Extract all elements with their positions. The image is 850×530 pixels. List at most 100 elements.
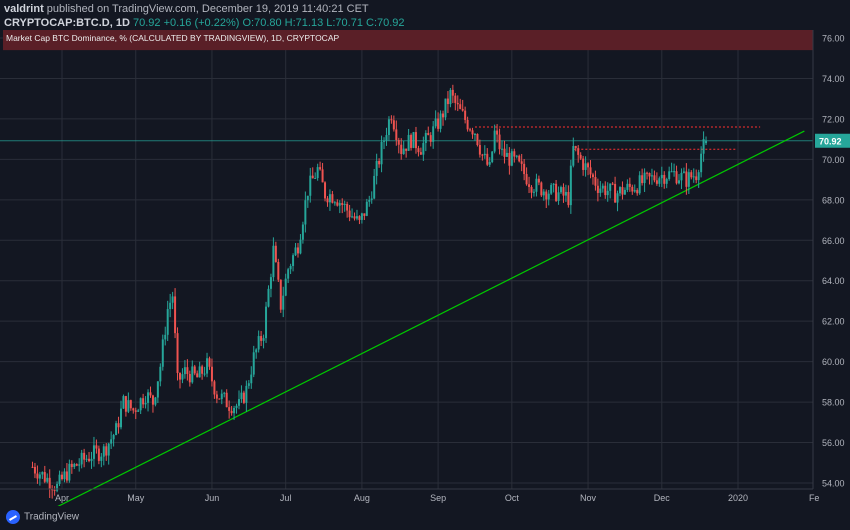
candle-body xyxy=(365,201,368,216)
candle-body xyxy=(464,110,467,120)
candle-body xyxy=(328,194,331,203)
candle-body xyxy=(675,171,678,184)
candle-body xyxy=(616,193,619,203)
candle-body xyxy=(429,135,432,142)
candle-body xyxy=(417,148,420,153)
price-tick-label: 68.00 xyxy=(822,195,845,205)
candle-body xyxy=(542,191,545,196)
candle-body xyxy=(692,176,695,178)
candle-body xyxy=(316,167,319,178)
candle-body xyxy=(250,374,253,384)
candle-body xyxy=(171,296,174,303)
candle-body xyxy=(473,133,476,135)
candle-body xyxy=(488,162,491,165)
time-tick-label: Sep xyxy=(430,493,446,503)
candle-body xyxy=(582,158,585,170)
candle-body xyxy=(272,245,275,278)
candle-body xyxy=(454,95,457,103)
candle-body xyxy=(58,474,61,484)
candle-body xyxy=(260,336,263,341)
candle-body xyxy=(240,392,243,400)
candle-body xyxy=(469,129,472,131)
publish-text: published on TradingView.com, December 1… xyxy=(46,3,369,15)
chart-header: valdrint published on TradingView.com, D… xyxy=(0,0,850,30)
candle-body xyxy=(446,98,449,105)
candle-body xyxy=(378,160,381,165)
candle-body xyxy=(196,373,199,378)
candle-body xyxy=(483,153,486,156)
price-tick-label: 66.00 xyxy=(822,236,845,246)
candle-body xyxy=(407,134,410,151)
candle-body xyxy=(43,472,46,482)
candle-body xyxy=(700,153,703,173)
candle-body xyxy=(88,458,91,462)
candle-body xyxy=(498,134,501,150)
candle-body xyxy=(390,119,393,121)
price-tick-label: 60.00 xyxy=(822,357,845,367)
tradingview-logo[interactable]: TradingView xyxy=(6,510,79,524)
candle-body xyxy=(560,187,563,193)
price-tick-label: 56.00 xyxy=(822,438,845,448)
candle-body xyxy=(31,466,34,468)
candle-body xyxy=(336,202,339,206)
time-tick-label: Jul xyxy=(280,493,292,503)
candle-body xyxy=(75,464,78,466)
candle-body xyxy=(564,191,567,196)
candle-body xyxy=(255,349,258,353)
symbol-name: CRYPTOCAP:BTC.D, 1D xyxy=(4,17,130,29)
footer: TradingView xyxy=(0,506,850,530)
candle-body xyxy=(90,458,93,462)
candle-body xyxy=(193,366,196,374)
candle-body xyxy=(628,183,631,187)
price-axis-panel xyxy=(813,30,850,506)
price-chart[interactable]: 54.00 56.00 58.00 60.00 62.00 64.00 66.00 68.00… xyxy=(0,30,850,506)
candle-body xyxy=(493,130,496,152)
candle-body xyxy=(619,187,622,194)
candle-body xyxy=(695,176,698,181)
banner-band xyxy=(3,30,813,51)
time-tick-label: Apr xyxy=(55,493,69,503)
candle-body xyxy=(528,184,531,187)
candle-body xyxy=(351,216,354,218)
candle-body xyxy=(663,174,666,184)
candle-body xyxy=(400,144,403,154)
candle-body xyxy=(56,483,59,491)
candle-body xyxy=(562,187,565,196)
candle-body xyxy=(515,155,518,157)
candle-body xyxy=(540,182,543,196)
candle-body xyxy=(228,407,231,411)
candle-body xyxy=(279,279,282,310)
candle-body xyxy=(660,174,663,179)
candle-body xyxy=(604,185,607,196)
candle-body xyxy=(611,183,614,185)
candle-body xyxy=(282,295,285,310)
candle-body xyxy=(188,373,191,383)
candle-body xyxy=(73,464,76,467)
author-name[interactable]: valdrint xyxy=(4,3,44,15)
price-tick-label: 64.00 xyxy=(822,276,845,286)
candle-body xyxy=(678,180,681,184)
candle-body xyxy=(346,203,349,211)
candle-body xyxy=(596,185,599,193)
candle-body xyxy=(518,155,521,162)
candle-body xyxy=(402,148,405,154)
candle-body xyxy=(284,278,287,296)
candle-body xyxy=(324,182,327,199)
candle-body xyxy=(65,471,68,481)
time-tick-label: Fe xyxy=(809,493,820,503)
candle-body xyxy=(530,186,533,193)
candle-body xyxy=(481,154,484,156)
banner-label: Market Cap BTC Dominance, % (CALCULATED … xyxy=(6,33,340,43)
candle-body xyxy=(636,190,639,194)
candle-body xyxy=(144,402,147,405)
candle-body xyxy=(348,210,351,218)
candle-body xyxy=(169,302,172,310)
candle-body xyxy=(456,102,459,105)
candle-body xyxy=(621,187,624,195)
candle-body xyxy=(213,381,216,395)
candle-body xyxy=(569,165,572,206)
last-price-value: 70.92 xyxy=(132,17,161,29)
candle-body xyxy=(51,489,54,491)
candle-body xyxy=(78,464,81,466)
candle-body xyxy=(552,183,555,185)
